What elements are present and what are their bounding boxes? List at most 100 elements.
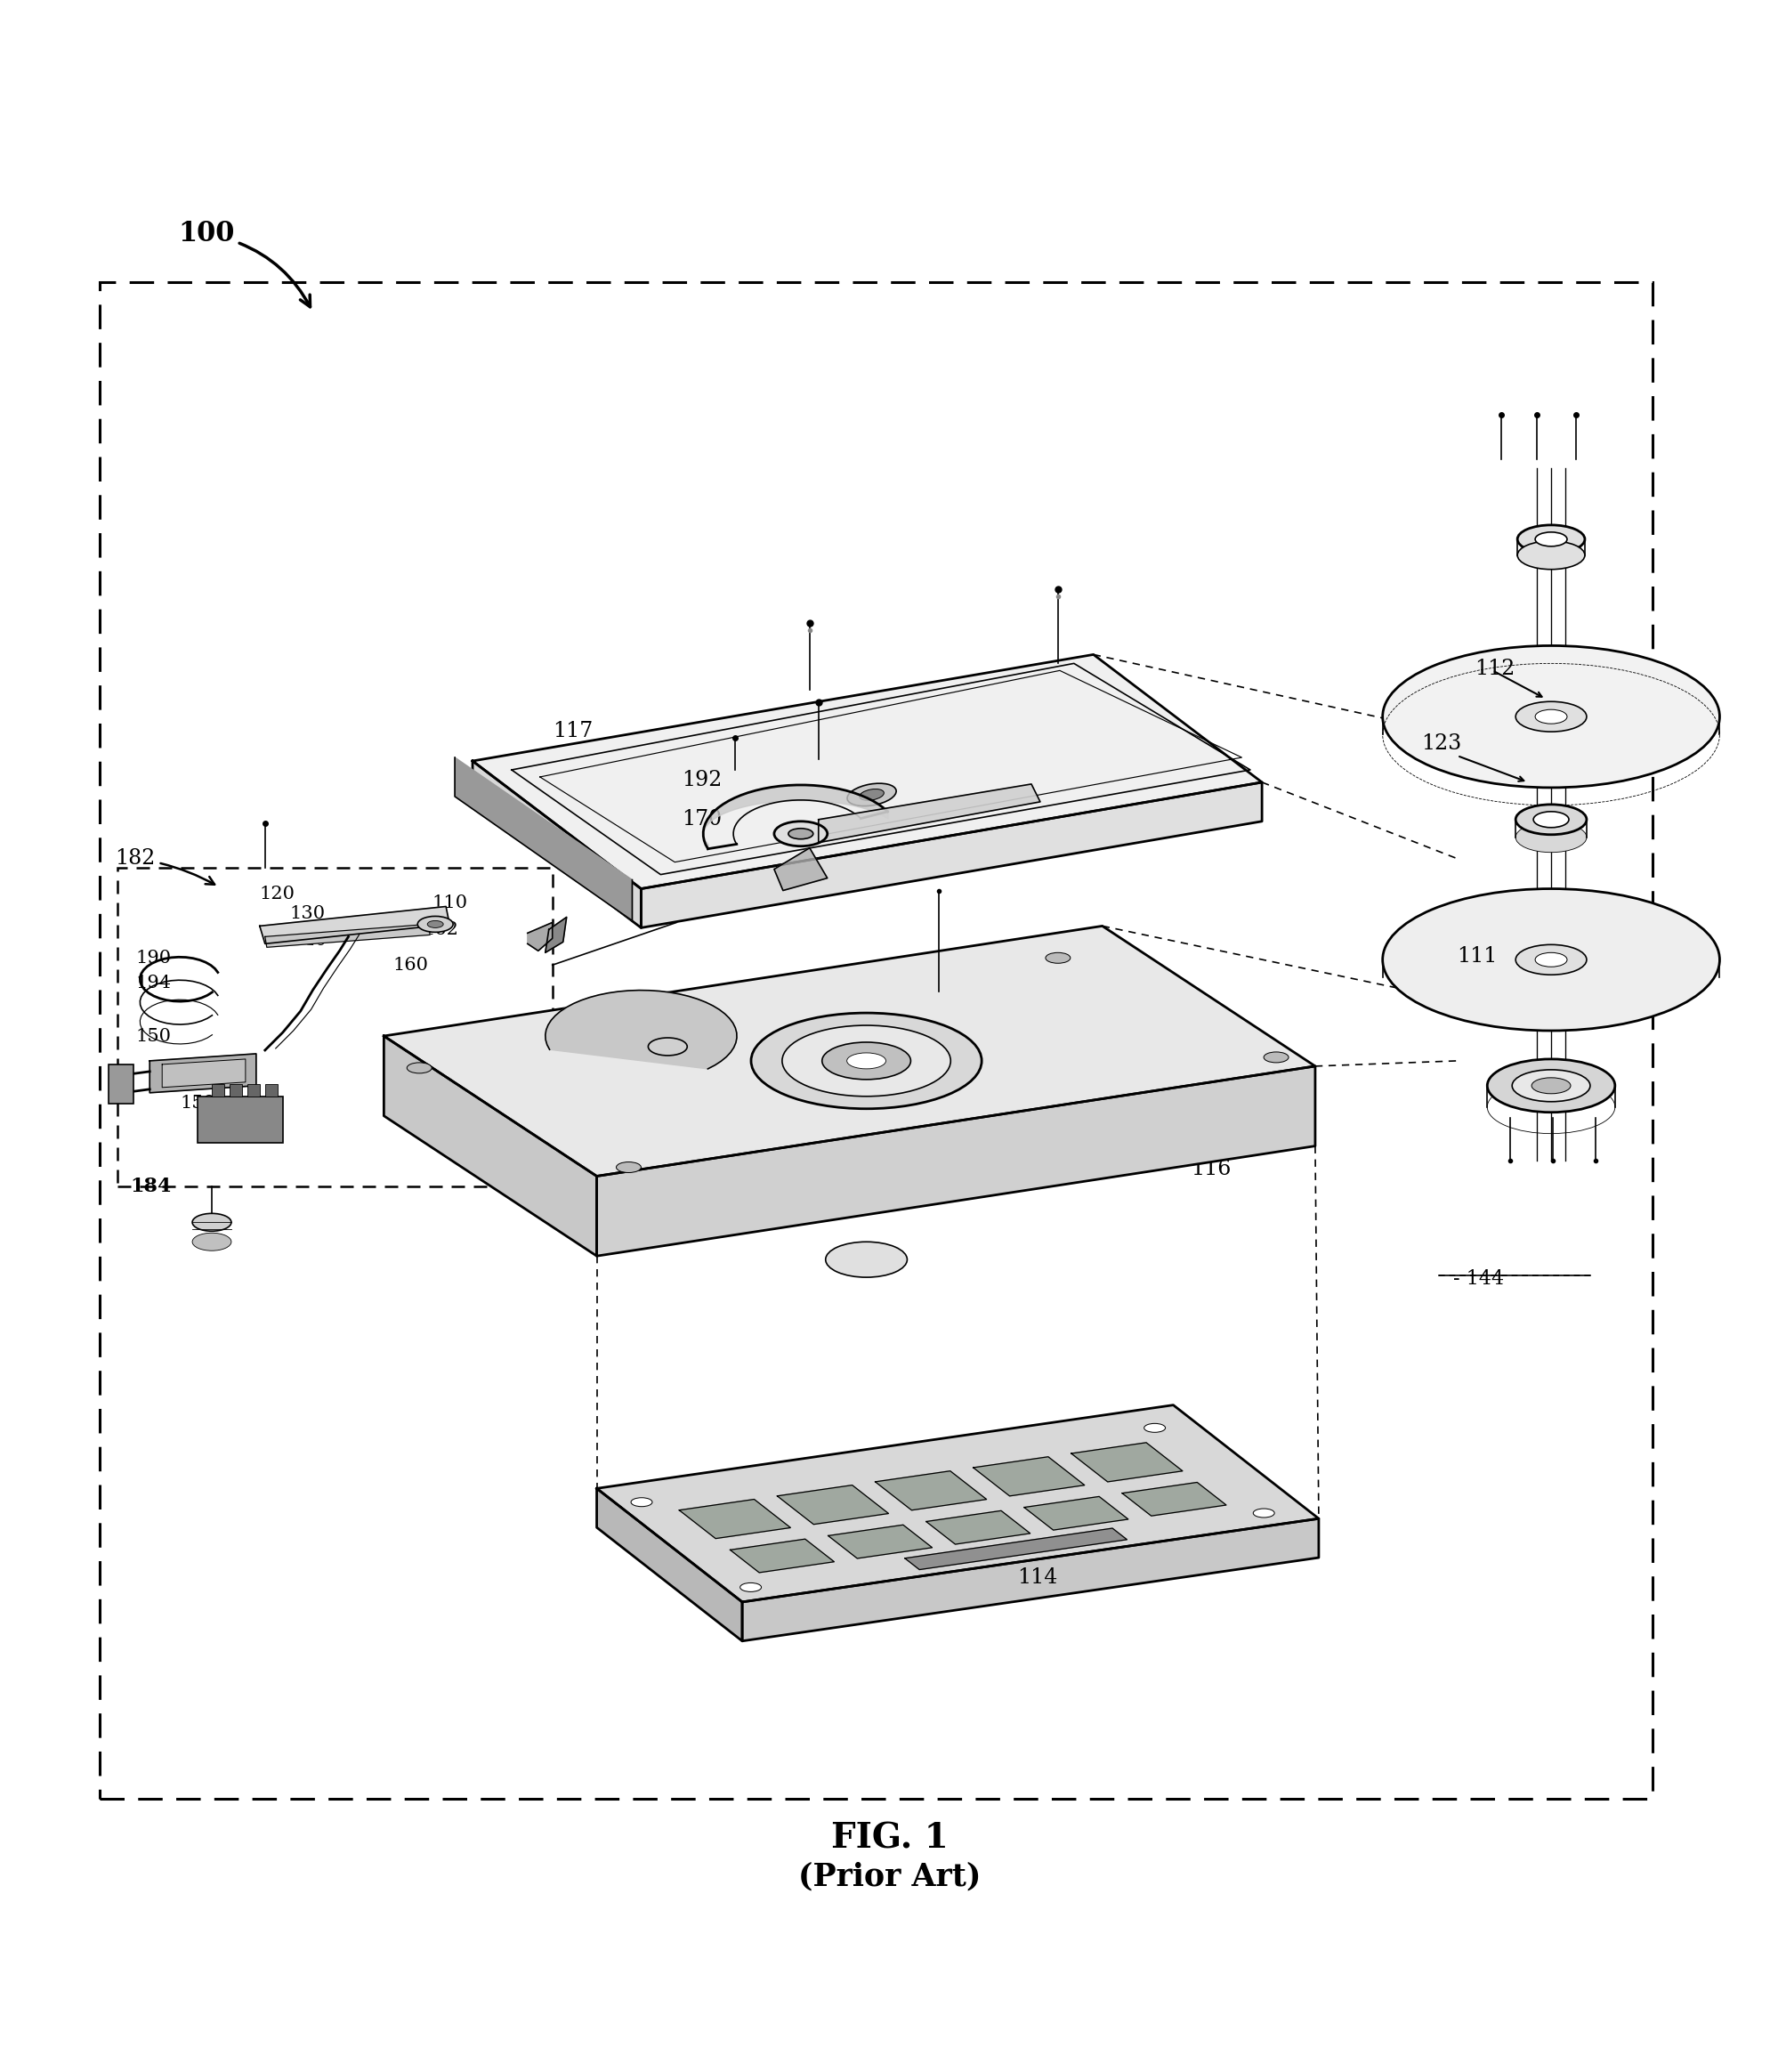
Polygon shape: [528, 922, 553, 951]
Polygon shape: [384, 926, 1314, 1177]
Text: 110: 110: [432, 895, 468, 912]
Text: - 144: - 144: [1453, 1270, 1504, 1289]
Bar: [212, 1084, 224, 1096]
Polygon shape: [741, 1519, 1317, 1641]
Ellipse shape: [192, 1233, 231, 1251]
Ellipse shape: [615, 1162, 640, 1173]
Polygon shape: [640, 783, 1261, 928]
Ellipse shape: [1533, 812, 1568, 827]
Text: 111: 111: [1456, 947, 1497, 966]
Polygon shape: [1122, 1481, 1225, 1517]
Text: 130: 130: [290, 905, 325, 922]
Text: 140: 140: [292, 932, 327, 949]
Ellipse shape: [821, 1042, 910, 1080]
Ellipse shape: [1534, 953, 1566, 968]
Ellipse shape: [1515, 945, 1586, 974]
Ellipse shape: [1511, 1069, 1590, 1102]
Polygon shape: [546, 918, 567, 953]
Polygon shape: [265, 924, 430, 947]
Text: 116: 116: [1191, 1158, 1230, 1179]
Text: 123: 123: [1421, 733, 1462, 754]
Polygon shape: [596, 1488, 741, 1641]
Text: 184: 184: [130, 1177, 171, 1198]
Polygon shape: [455, 758, 631, 920]
Bar: [100, 282, 1652, 1798]
Text: FIG. 1: FIG. 1: [830, 1821, 948, 1854]
Polygon shape: [596, 1067, 1314, 1256]
Ellipse shape: [1534, 709, 1566, 723]
Text: 170: 170: [681, 810, 722, 829]
Ellipse shape: [1531, 1077, 1570, 1094]
Ellipse shape: [631, 1498, 653, 1506]
Ellipse shape: [846, 1053, 885, 1069]
Text: 180: 180: [389, 1104, 425, 1121]
Polygon shape: [818, 783, 1040, 843]
Polygon shape: [546, 990, 736, 1069]
Ellipse shape: [782, 1026, 949, 1096]
Ellipse shape: [1143, 1423, 1165, 1432]
Ellipse shape: [1517, 524, 1584, 553]
Polygon shape: [384, 1036, 596, 1256]
Ellipse shape: [1262, 1053, 1287, 1063]
Ellipse shape: [859, 789, 884, 800]
Polygon shape: [829, 1525, 932, 1558]
Polygon shape: [473, 655, 1261, 889]
Text: 112: 112: [1474, 659, 1515, 680]
Text: 100: 100: [178, 220, 309, 307]
Text: 182: 182: [116, 847, 215, 885]
Bar: [108, 1065, 133, 1104]
Ellipse shape: [1515, 804, 1586, 835]
Ellipse shape: [1534, 533, 1566, 547]
Bar: [117, 868, 553, 1187]
Bar: [197, 1096, 283, 1142]
Text: 114: 114: [1017, 1566, 1056, 1587]
Text: 162: 162: [423, 922, 459, 939]
Polygon shape: [777, 1486, 889, 1525]
Ellipse shape: [1515, 823, 1586, 852]
Ellipse shape: [192, 1214, 231, 1231]
Polygon shape: [1070, 1442, 1182, 1481]
Bar: [247, 1084, 260, 1096]
Polygon shape: [162, 1059, 245, 1088]
Ellipse shape: [825, 1241, 907, 1276]
Polygon shape: [260, 905, 450, 943]
Polygon shape: [926, 1510, 1029, 1544]
Text: 190: 190: [135, 949, 171, 966]
Polygon shape: [875, 1471, 987, 1510]
Text: (Prior Art): (Prior Art): [798, 1863, 980, 1892]
Text: 120: 120: [260, 885, 295, 903]
Ellipse shape: [846, 783, 896, 806]
Polygon shape: [773, 847, 827, 891]
Text: 117: 117: [553, 721, 592, 742]
Text: 194: 194: [135, 974, 171, 990]
Polygon shape: [905, 1529, 1127, 1571]
Text: 159: 159: [180, 1094, 215, 1113]
Ellipse shape: [1382, 889, 1719, 1030]
Text: 150: 150: [135, 1028, 171, 1044]
Ellipse shape: [1252, 1508, 1273, 1517]
Ellipse shape: [418, 916, 453, 932]
Polygon shape: [149, 1055, 256, 1092]
Text: 160: 160: [393, 957, 428, 974]
Text: 113: 113: [1492, 1084, 1533, 1104]
Polygon shape: [729, 1539, 834, 1573]
Bar: [265, 1084, 277, 1096]
Polygon shape: [596, 1405, 1317, 1602]
Ellipse shape: [647, 1038, 686, 1055]
Ellipse shape: [740, 1583, 761, 1591]
Ellipse shape: [427, 920, 443, 928]
Ellipse shape: [407, 1063, 432, 1073]
Ellipse shape: [750, 1013, 981, 1109]
Ellipse shape: [1045, 953, 1070, 963]
Bar: [229, 1084, 242, 1096]
Ellipse shape: [1486, 1059, 1614, 1113]
Polygon shape: [973, 1457, 1085, 1496]
Ellipse shape: [788, 829, 813, 839]
Ellipse shape: [1517, 541, 1584, 570]
Ellipse shape: [773, 821, 827, 845]
Text: 192: 192: [681, 771, 722, 792]
Ellipse shape: [1515, 702, 1586, 731]
Polygon shape: [1024, 1496, 1127, 1529]
Polygon shape: [473, 760, 640, 928]
Ellipse shape: [1382, 646, 1719, 787]
